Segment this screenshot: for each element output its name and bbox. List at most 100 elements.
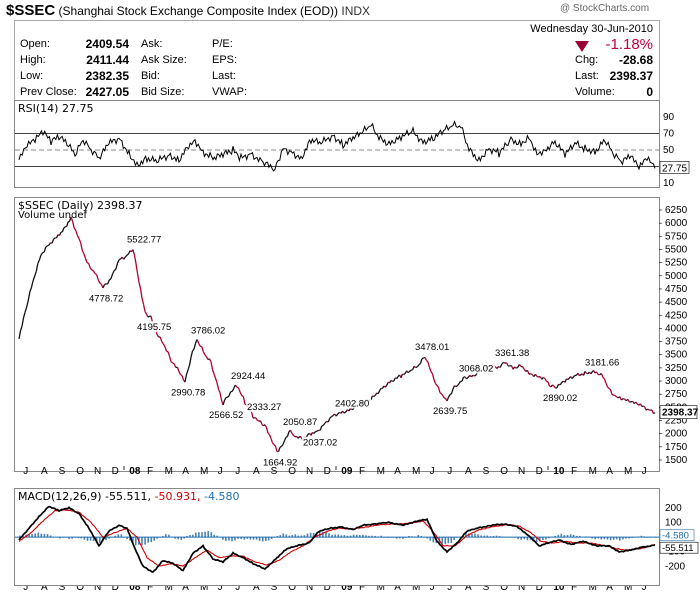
price-segment bbox=[242, 396, 246, 405]
price-annotation-bg bbox=[458, 362, 495, 374]
price-segment bbox=[191, 348, 195, 352]
volume-label: Volume: bbox=[575, 86, 615, 98]
price-segment bbox=[515, 366, 519, 369]
price-segment bbox=[71, 221, 75, 229]
macd-histogram-bar bbox=[303, 535, 306, 538]
price-segment bbox=[223, 397, 227, 401]
index-name: (Shanghai Stock Exchange Composite Index… bbox=[58, 4, 339, 18]
macd-histogram-bar bbox=[597, 537, 600, 539]
price-segment bbox=[449, 393, 452, 396]
macd-histogram-bar bbox=[62, 537, 64, 538]
price-segment bbox=[418, 362, 421, 366]
macd-histogram-bar bbox=[368, 535, 370, 538]
price-tick-5750: 5750 bbox=[665, 231, 688, 242]
price-segment bbox=[83, 253, 87, 259]
price-segment bbox=[605, 382, 609, 388]
price-segment bbox=[637, 403, 640, 406]
macd-histogram-bar bbox=[352, 534, 355, 538]
chg-value: -28.68 bbox=[618, 53, 653, 67]
macd-histogram-bar bbox=[514, 537, 516, 538]
price-segment bbox=[630, 400, 633, 403]
price-annotation: 4778.72 bbox=[89, 293, 123, 304]
macd-histogram-bar bbox=[619, 537, 621, 541]
price-annotation-bg bbox=[584, 356, 621, 368]
macd-histogram-bar bbox=[477, 534, 479, 538]
price-segment bbox=[176, 366, 180, 372]
macd-histogram-bar bbox=[276, 536, 279, 538]
pe-label: P/E: bbox=[212, 38, 233, 50]
price-segment bbox=[373, 394, 376, 398]
macd-histogram-bar bbox=[371, 535, 373, 538]
macd-histogram-bar bbox=[343, 535, 346, 538]
macd-histogram-bar bbox=[231, 537, 233, 542]
price-segment bbox=[141, 298, 145, 305]
price-segment bbox=[329, 416, 332, 419]
macd-histogram-bar bbox=[114, 535, 116, 538]
price-annotation-bg bbox=[230, 370, 267, 382]
price-segment bbox=[596, 371, 599, 375]
macd-histogram-bar bbox=[362, 534, 364, 538]
price-segment bbox=[342, 410, 345, 414]
price-annotation: 2333.27 bbox=[247, 402, 281, 413]
macd-histogram-bar bbox=[380, 535, 383, 537]
price-segment bbox=[274, 446, 278, 452]
stockcharts-credit[interactable]: @ StockCharts.com bbox=[560, 3, 650, 14]
price-segment bbox=[467, 374, 471, 378]
histogram-value: -4.580 bbox=[203, 490, 240, 503]
price-segment bbox=[198, 342, 201, 347]
price-segment bbox=[200, 345, 202, 348]
macd-histogram-bar bbox=[294, 534, 297, 538]
macd-histogram-bar bbox=[141, 537, 143, 546]
price-segment bbox=[202, 351, 206, 356]
price-annotation-bg bbox=[126, 233, 163, 245]
macd-value-tag bbox=[659, 541, 699, 554]
macd-histogram-bar bbox=[486, 535, 489, 538]
price-segment bbox=[178, 371, 182, 375]
macd-histogram-bar bbox=[74, 537, 76, 538]
price-segment bbox=[124, 254, 128, 258]
macd-histogram-bar bbox=[153, 537, 155, 541]
macd-histogram-bar bbox=[349, 535, 352, 538]
price-segment bbox=[70, 216, 74, 222]
macd-histogram-bar bbox=[606, 537, 609, 540]
macd-hist-tag-label: -4.580 bbox=[662, 531, 689, 542]
price-segment bbox=[642, 405, 646, 408]
macd-histogram-bar bbox=[408, 536, 410, 538]
price-segment bbox=[187, 365, 191, 371]
price-annotation-bg bbox=[542, 391, 579, 403]
price-segment bbox=[424, 357, 428, 361]
last-price-value: 2398.37 bbox=[609, 69, 653, 83]
price-annotation: 3478.01 bbox=[415, 342, 449, 353]
price-segment bbox=[526, 370, 530, 375]
price-segment bbox=[384, 384, 388, 388]
price-segment bbox=[167, 351, 171, 357]
price-segment bbox=[147, 315, 150, 318]
macd-histogram-bar bbox=[177, 537, 179, 540]
price-segment bbox=[107, 279, 111, 285]
macd-histogram-bar bbox=[165, 534, 167, 538]
macd-histogram-bar bbox=[634, 537, 636, 538]
macd-histogram-bar bbox=[444, 537, 447, 545]
price-segment bbox=[47, 244, 50, 247]
price-segment bbox=[450, 388, 454, 394]
price-segment bbox=[470, 374, 474, 378]
price-segment bbox=[456, 383, 460, 386]
macd-histogram-bar bbox=[377, 536, 380, 538]
price-segment bbox=[237, 387, 241, 393]
macd-histogram-bar bbox=[432, 537, 435, 543]
price-tick-4250: 4250 bbox=[665, 310, 688, 321]
price-segment bbox=[442, 395, 445, 399]
macd-histogram-bar bbox=[198, 532, 200, 537]
price-segment bbox=[261, 423, 264, 427]
macd-histogram-bar bbox=[655, 537, 657, 538]
macd-histogram-bar bbox=[189, 534, 191, 538]
macd-histogram-bar bbox=[551, 536, 553, 538]
macd-histogram-bar bbox=[207, 531, 209, 538]
price-segment bbox=[231, 388, 235, 392]
macd-histogram-bar bbox=[86, 537, 89, 541]
macd-histogram-bar bbox=[337, 534, 340, 538]
price-segment bbox=[343, 411, 347, 414]
macd-histogram-bar bbox=[80, 537, 83, 539]
price-annotation: 3361.38 bbox=[495, 348, 529, 359]
price-tick-5000: 5000 bbox=[665, 271, 688, 282]
